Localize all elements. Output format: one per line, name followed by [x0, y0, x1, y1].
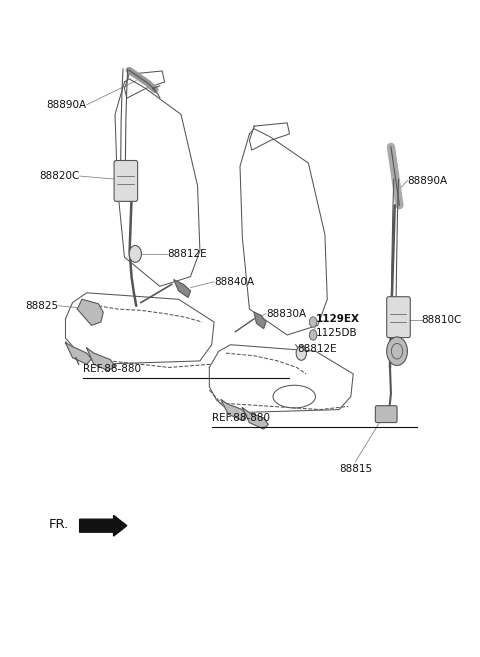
- Text: 88890A: 88890A: [47, 100, 87, 110]
- Polygon shape: [77, 300, 103, 325]
- Polygon shape: [174, 280, 191, 298]
- Polygon shape: [254, 312, 266, 328]
- FancyBboxPatch shape: [387, 297, 410, 338]
- Polygon shape: [65, 343, 91, 364]
- Circle shape: [387, 337, 408, 365]
- Polygon shape: [221, 400, 247, 420]
- Text: 1129EX: 1129EX: [315, 314, 360, 324]
- Text: 88890A: 88890A: [408, 175, 447, 186]
- Circle shape: [309, 317, 317, 327]
- Text: 88815: 88815: [339, 464, 372, 474]
- Text: 88840A: 88840A: [214, 277, 254, 287]
- Circle shape: [129, 246, 142, 262]
- FancyBboxPatch shape: [114, 160, 138, 201]
- Text: 88825: 88825: [25, 301, 59, 311]
- Text: 1125DB: 1125DB: [315, 328, 357, 338]
- Text: 88830A: 88830A: [266, 309, 306, 319]
- Polygon shape: [242, 407, 268, 429]
- Text: 88820C: 88820C: [39, 171, 80, 181]
- Text: REF.88-880: REF.88-880: [212, 413, 270, 423]
- Circle shape: [309, 330, 317, 340]
- Text: FR.: FR.: [49, 518, 69, 531]
- Text: 88812E: 88812E: [298, 344, 337, 354]
- FancyArrow shape: [80, 515, 127, 536]
- Polygon shape: [87, 348, 115, 371]
- Text: 88810C: 88810C: [421, 315, 462, 325]
- Circle shape: [296, 346, 307, 360]
- Text: 88812E: 88812E: [167, 249, 206, 259]
- FancyBboxPatch shape: [375, 405, 397, 422]
- Text: REF.88-880: REF.88-880: [84, 364, 142, 374]
